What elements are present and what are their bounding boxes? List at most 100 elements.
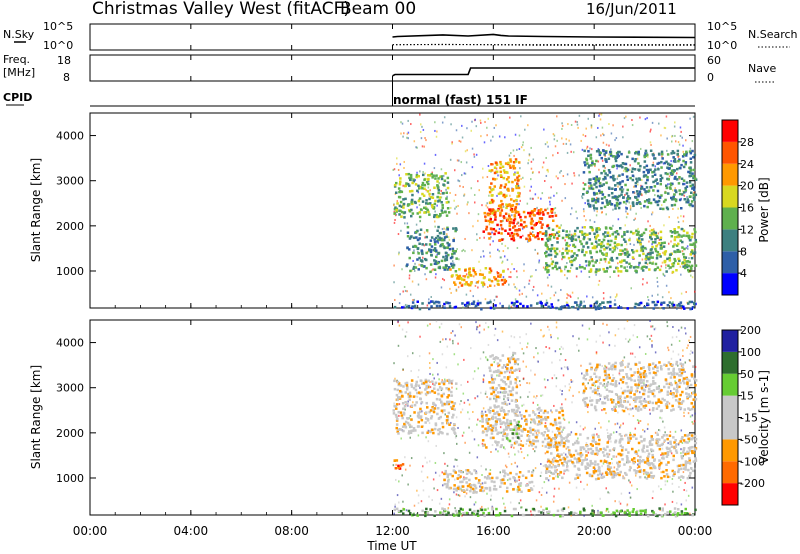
heatmap-cell [417, 268, 420, 271]
heatmap-cell [551, 460, 555, 463]
heatmap-cell [669, 253, 672, 256]
heatmap-cell [473, 271, 477, 274]
heatmap-cell [538, 217, 542, 220]
heatmap-cell [482, 276, 486, 280]
heatmap-noise-cell [647, 296, 649, 299]
heatmap-cell [546, 247, 550, 251]
heatmap-cell [402, 206, 405, 209]
heatmap-cell [672, 303, 676, 307]
heatmap-noise-cell [476, 238, 478, 241]
heatmap-cell [542, 411, 546, 415]
heatmap-cell [658, 242, 661, 245]
heatmap-noise-cell [454, 507, 456, 510]
heatmap-cell [406, 231, 410, 234]
heatmap-cell [614, 245, 617, 248]
heatmap-cell [681, 155, 685, 158]
heatmap-cell [499, 220, 503, 223]
heatmap-noise-cell [457, 179, 459, 182]
heatmap-cell [513, 442, 517, 445]
heatmap-noise-cell [559, 171, 561, 174]
heatmap-cell [482, 444, 485, 447]
heatmap-noise-cell [405, 509, 408, 512]
heatmap-cell [440, 387, 444, 390]
heatmap-cell [393, 208, 397, 211]
heatmap-noise-cell [548, 347, 551, 350]
heatmap-noise-cell [393, 204, 395, 207]
heatmap-noise-cell [514, 461, 516, 464]
heatmap-cell [652, 233, 655, 236]
heatmap-cell [558, 455, 561, 458]
heatmap-cell [538, 422, 542, 426]
heatmap-noise-cell [690, 350, 692, 353]
heatmap-noise-cell [400, 229, 402, 232]
heatmap-noise-cell [466, 149, 468, 152]
heatmap-cell [693, 251, 697, 254]
freq-tick-top: 18 [57, 54, 71, 67]
heatmap-cell [395, 419, 399, 422]
heatmap-noise-cell [566, 277, 568, 280]
heatmap-cell [597, 449, 601, 453]
heatmap-cell [641, 238, 644, 241]
heatmap-cell [558, 432, 561, 435]
heatmap-noise-cell [543, 128, 545, 131]
heatmap-cell [579, 446, 583, 449]
heatmap-cell [687, 200, 690, 204]
heatmap-cell [454, 250, 457, 253]
heatmap-cell [599, 258, 603, 261]
heatmap-cell [663, 439, 666, 442]
heatmap-noise-cell [490, 139, 492, 142]
heatmap-cell [627, 451, 630, 454]
heatmap-noise-cell [477, 213, 480, 216]
heatmap-cell [651, 456, 655, 459]
heatmap-noise-cell [413, 140, 416, 143]
heatmap-cell [413, 304, 417, 308]
heatmap-cell [445, 214, 449, 217]
heatmap-noise-cell [410, 370, 412, 373]
heatmap-noise-cell [484, 298, 487, 301]
heatmap-cell [514, 160, 518, 163]
heatmap-noise-cell [525, 365, 527, 368]
heatmap-cell [567, 244, 570, 248]
heatmap-noise-cell [533, 395, 535, 398]
heatmap-noise-cell [403, 160, 405, 163]
heatmap-noise-cell [427, 186, 430, 189]
heatmap-cell [442, 231, 446, 234]
heatmap-noise-cell [422, 425, 425, 428]
heatmap-noise-cell [514, 133, 517, 136]
heatmap-noise-cell [564, 453, 567, 456]
heatmap-cell [462, 477, 466, 481]
heatmap-cell [547, 470, 551, 473]
heatmap-cell [621, 180, 624, 183]
heatmap-noise-cell [468, 212, 470, 215]
heatmap-noise-cell [561, 124, 564, 127]
heatmap-noise-cell [549, 297, 552, 300]
heatmap-cell [686, 231, 689, 235]
heatmap-noise-cell [603, 382, 606, 385]
heatmap-noise-cell [677, 207, 679, 210]
heatmap-cell [488, 486, 492, 490]
heatmap-cell [410, 306, 414, 310]
heatmap-cell [458, 487, 461, 491]
heatmap-noise-cell [450, 291, 452, 294]
heatmap-noise-cell [481, 482, 484, 485]
heatmap-cell [649, 201, 653, 205]
heatmap-cell [553, 456, 556, 460]
heatmap-noise-cell [527, 395, 529, 398]
heatmap-cell [671, 262, 674, 266]
heatmap-noise-cell [555, 175, 558, 178]
heatmap-noise-cell [462, 392, 465, 395]
heatmap-noise-cell [436, 253, 438, 256]
heatmap-cell [667, 192, 670, 195]
heatmap-cell [608, 243, 612, 247]
heatmap-cell [645, 266, 648, 269]
heatmap-cell [637, 230, 640, 234]
heatmap-noise-cell [457, 363, 459, 366]
heatmap-noise-cell [612, 124, 614, 127]
heatmap-cell [443, 478, 446, 482]
heatmap-noise-cell [562, 428, 564, 431]
heatmap-cell [640, 440, 643, 443]
heatmap-cell [559, 434, 563, 437]
heatmap-cell [403, 424, 407, 427]
heatmap-cell [589, 268, 593, 271]
heatmap-cell [429, 239, 433, 242]
